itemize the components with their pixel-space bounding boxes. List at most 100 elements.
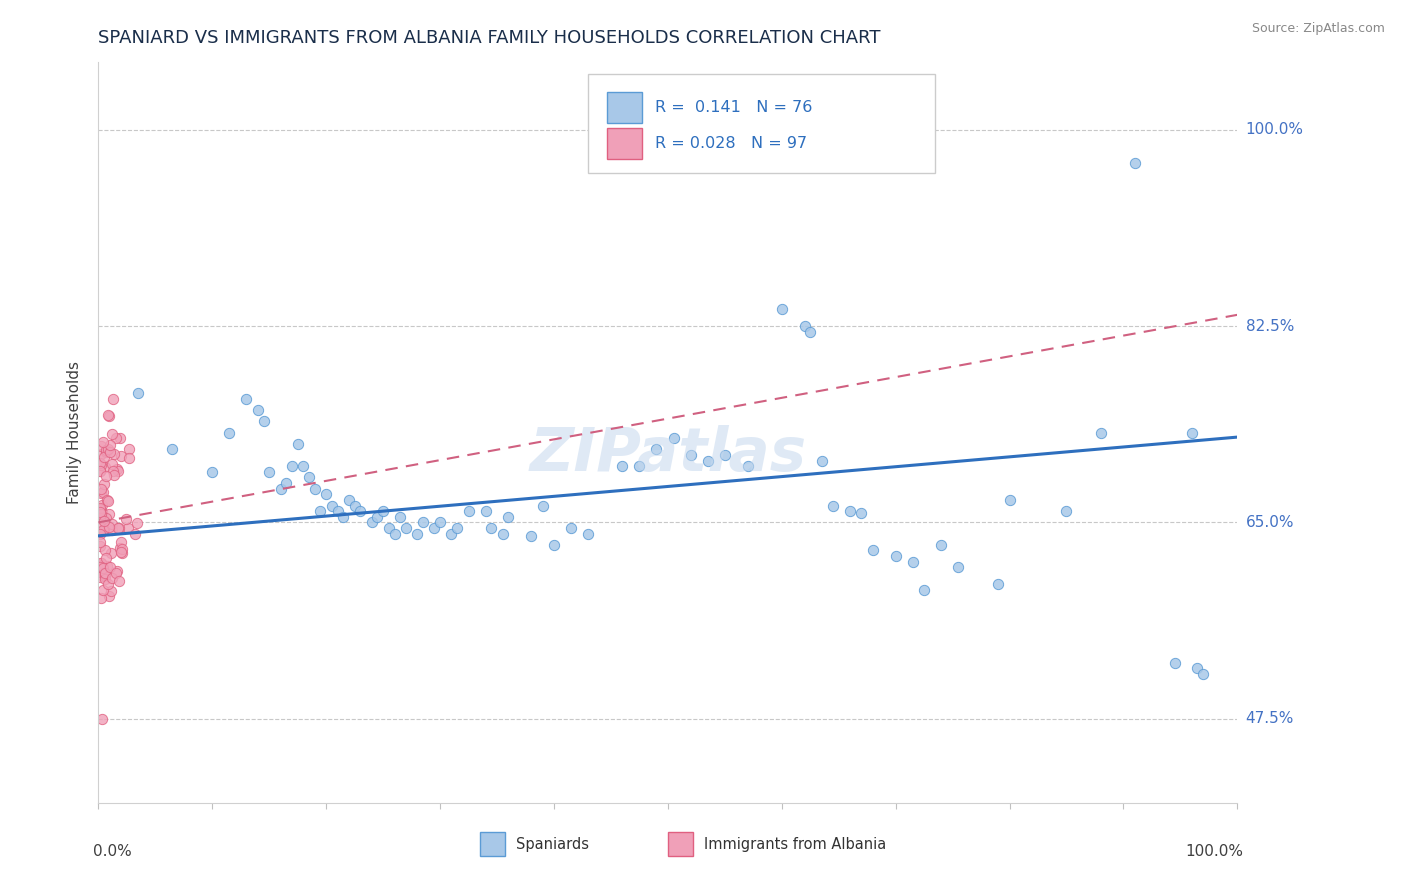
Point (94, 572, 117, 586)
Point (1163, 656, 1185, 670)
Point (100, 523, 122, 537)
Point (246, 403, 269, 417)
Point (90, 505, 112, 519)
Point (884, 549, 907, 563)
Point (440, 526, 463, 541)
Point (304, 482, 326, 496)
Point (111, 546, 134, 560)
Point (89, 510, 111, 524)
Point (94, 443, 117, 458)
Point (97, 520, 120, 534)
Text: Spaniards: Spaniards (516, 837, 589, 852)
Point (89, 520, 111, 534)
Point (281, 459, 304, 474)
Point (117, 521, 139, 535)
Point (107, 521, 129, 535)
Point (628, 459, 651, 474)
Point (100, 546, 122, 560)
Point (162, 442, 184, 457)
Point (446, 521, 468, 535)
Point (412, 516, 434, 530)
Point (101, 427, 124, 442)
Point (201, 465, 224, 479)
Point (96, 577, 118, 591)
Point (118, 451, 141, 466)
Point (89, 565, 111, 579)
Text: R = 0.028   N = 97: R = 0.028 N = 97 (655, 136, 807, 151)
Point (498, 509, 520, 524)
Point (384, 526, 406, 541)
Point (901, 555, 924, 569)
Point (679, 448, 702, 462)
Point (343, 499, 366, 513)
Point (337, 492, 360, 507)
Point (96, 558, 118, 573)
Point (91, 558, 114, 572)
Text: 100.0%: 100.0% (1185, 844, 1243, 858)
Point (218, 425, 240, 440)
Point (101, 571, 124, 585)
Point (94, 469, 117, 483)
Point (378, 521, 401, 535)
Point (97, 409, 120, 423)
Point (1123, 156, 1146, 170)
Point (531, 499, 554, 513)
Point (105, 564, 128, 578)
Point (821, 499, 844, 513)
Point (810, 453, 832, 467)
Point (124, 526, 146, 541)
Point (987, 577, 1010, 591)
Point (998, 492, 1021, 507)
Point (110, 534, 132, 549)
Point (839, 504, 862, 518)
Point (125, 516, 148, 530)
Point (1187, 661, 1209, 675)
Point (1181, 425, 1204, 440)
Point (851, 507, 873, 521)
Point (94, 566, 117, 581)
Point (90, 557, 112, 571)
Point (714, 448, 737, 462)
Point (360, 516, 382, 530)
Point (1090, 425, 1112, 440)
Text: R =  0.141   N = 76: R = 0.141 N = 76 (655, 100, 813, 115)
Point (793, 319, 815, 334)
Point (90, 458, 112, 472)
Point (292, 459, 315, 474)
Point (91, 523, 114, 537)
Point (115, 512, 138, 526)
Point (98, 507, 121, 521)
Point (252, 414, 274, 428)
Text: 65.0%: 65.0% (1246, 515, 1294, 530)
Point (89, 464, 111, 478)
Point (89, 502, 111, 516)
Point (90, 486, 112, 500)
Bar (607, 92, 641, 123)
Point (105, 462, 128, 476)
Point (298, 470, 321, 484)
Point (309, 504, 332, 518)
Text: 0.0%: 0.0% (93, 844, 132, 858)
Point (93, 450, 115, 465)
Point (259, 465, 281, 479)
Point (101, 392, 124, 407)
Point (696, 453, 718, 467)
Point (90, 498, 112, 512)
Point (90, 591, 112, 606)
Point (89, 505, 111, 519)
Point (96, 445, 118, 459)
Point (90, 483, 112, 497)
Text: SPANIARD VS IMMIGRANTS FROM ALBANIA FAMILY HOUSEHOLDS CORRELATION CHART: SPANIARD VS IMMIGRANTS FROM ALBANIA FAMI… (98, 29, 882, 47)
Point (110, 541, 132, 555)
Point (90, 712, 112, 726)
Point (366, 509, 388, 524)
Point (276, 476, 298, 491)
Point (543, 538, 565, 552)
Bar (607, 128, 641, 159)
Point (862, 543, 884, 558)
Point (406, 526, 429, 541)
Point (98, 560, 121, 574)
Point (108, 574, 131, 588)
Point (612, 459, 634, 474)
Point (90, 447, 112, 461)
